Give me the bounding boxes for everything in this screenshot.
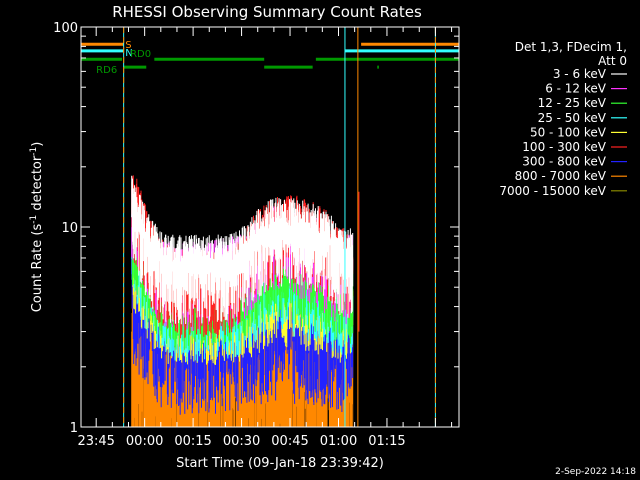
- flag-label: N: [125, 48, 132, 59]
- flag-label: RD0: [130, 49, 151, 60]
- legend-label: 25 - 50 keV: [538, 111, 607, 125]
- x-tick-label: 01:00: [320, 434, 357, 449]
- x-tick-label: 01:15: [368, 434, 405, 449]
- x-tick-label: 00:45: [271, 434, 308, 449]
- y-tick-label: 1: [70, 421, 78, 436]
- legend-header-line-1: Det 1,3, FDecim 1,: [515, 40, 627, 54]
- legend-label: 12 - 25 keV: [538, 96, 607, 110]
- flag-rd6: RD6: [96, 65, 379, 76]
- legend-label: 50 - 100 keV: [530, 125, 607, 139]
- x-axis-ticks: 23:45 00:00 00:15 00:30 00:45 01:00 01:15: [77, 27, 453, 449]
- legend-entry: 50 - 100 keV: [530, 125, 627, 139]
- legend-entry: 7000 - 15000 keV: [499, 184, 627, 198]
- legend-label: 6 - 12 keV: [545, 82, 607, 96]
- legend-header-line-2: Att 0: [598, 54, 627, 68]
- y-axis-label-sup-1: -1: [29, 215, 39, 224]
- y-axis-label: Count Rate (s-1 detector-1): [29, 142, 45, 313]
- flag-s: S: [81, 40, 459, 51]
- legend-entry: 12 - 25 keV: [538, 96, 627, 110]
- legend-entry: 100 - 300 keV: [522, 140, 627, 154]
- legend-entry: 300 - 800 keV: [522, 155, 627, 169]
- series-trace: [131, 175, 354, 325]
- x-axis-label: Start Time (09-Jan-18 23:39:42): [176, 456, 384, 471]
- y-axis-label-close: ): [30, 142, 45, 147]
- y-axis-label-detector: detector: [30, 155, 45, 215]
- y-tick-label: 100: [53, 21, 78, 36]
- legend-label: 300 - 800 keV: [522, 155, 606, 169]
- legend-label: 7000 - 15000 keV: [499, 184, 606, 198]
- x-tick-label: 00:15: [174, 434, 211, 449]
- y-axis-label-sup-2: -1: [29, 147, 39, 156]
- x-tick-label: 23:45: [77, 434, 114, 449]
- flag-label: S: [125, 40, 131, 51]
- x-tick-label: 00:00: [126, 434, 163, 449]
- plot-area: [131, 175, 360, 427]
- legend-entry: 25 - 50 keV: [538, 111, 627, 125]
- y-axis-ticks: 1 10 100: [53, 21, 459, 436]
- legend-entry: 6 - 12 keV: [545, 82, 627, 96]
- y-tick-label: 10: [61, 221, 78, 236]
- x-tick-label: 00:30: [223, 434, 260, 449]
- flag-label: RD6: [96, 65, 117, 76]
- flag-n: N: [81, 48, 459, 59]
- footer-date: 2-Sep-2022 14:18: [555, 467, 636, 477]
- chart-title: RHESSI Observing Summary Count Rates: [112, 3, 422, 21]
- legend-label: 100 - 300 keV: [522, 140, 606, 154]
- legend-entry: 3 - 6 keV: [553, 67, 627, 81]
- legend-entry: 800 - 7000 keV: [515, 169, 627, 183]
- series-3-6-keV-kev: [131, 175, 354, 325]
- y-axis-label-main: Count Rate (s: [30, 224, 45, 313]
- legend-label: 3 - 6 keV: [553, 67, 607, 81]
- legend-label: 800 - 7000 keV: [515, 169, 607, 183]
